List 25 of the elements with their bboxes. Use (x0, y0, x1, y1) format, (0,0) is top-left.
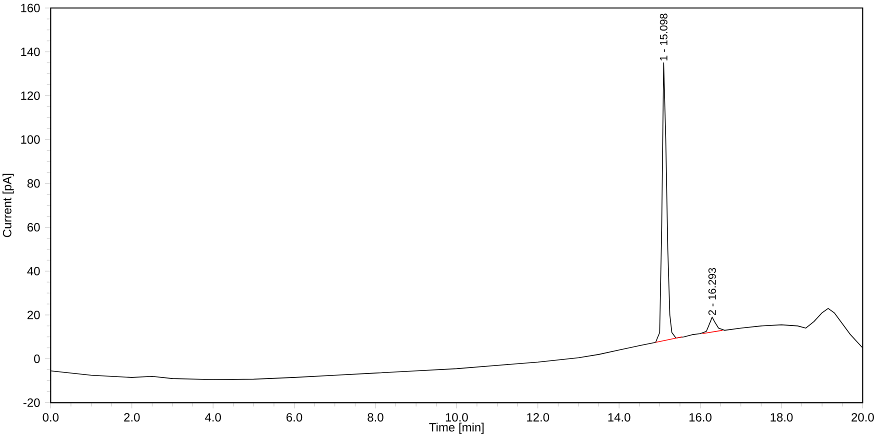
y-tick-label: 60 (28, 223, 40, 232)
y-tick-label: -20 (23, 398, 40, 407)
y-tick-label: 80 (27, 179, 40, 188)
x-axis-title: Time [min] (429, 422, 484, 434)
x-tick-label: 16.0 (690, 413, 712, 422)
y-tick-label: 100 (21, 135, 40, 144)
y-tick-label: 160 (21, 4, 40, 12)
y-tick-label: 120 (21, 91, 40, 100)
x-tick-label: 14.0 (608, 413, 630, 422)
x-tick-label: 10.0 (446, 413, 468, 422)
y-tick-label: 40 (27, 266, 40, 276)
x-tick-label: 6.0 (286, 413, 302, 422)
x-tick-label: 20.0 (852, 413, 874, 422)
annotation: 2 - 16.293 (708, 268, 716, 316)
y-tick-label: 20 (28, 310, 40, 320)
y-tick-label: 0 (34, 354, 40, 364)
x-tick-label: 2.0 (124, 413, 140, 422)
x-tick-label: 0.0 (42, 413, 59, 422)
annotation: 1 - 15.098 (660, 14, 668, 60)
x-tick-label: 12.0 (527, 413, 550, 422)
x-tick-label: 8.0 (368, 413, 384, 422)
x-tick-label: 18.0 (770, 413, 793, 422)
x-tick-label: 4.0 (205, 413, 221, 422)
y-axis-title: Current [pA] (2, 174, 14, 238)
y-tick-label: 140 (21, 48, 40, 56)
